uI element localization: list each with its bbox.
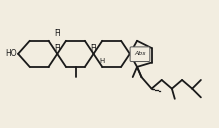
- Text: H: H: [100, 58, 105, 64]
- Text: HO: HO: [5, 49, 17, 58]
- FancyBboxPatch shape: [130, 47, 150, 62]
- Text: Abs: Abs: [134, 51, 146, 56]
- Text: H̅: H̅: [54, 29, 60, 38]
- Text: H̅: H̅: [91, 44, 96, 52]
- Text: H̅: H̅: [54, 44, 60, 52]
